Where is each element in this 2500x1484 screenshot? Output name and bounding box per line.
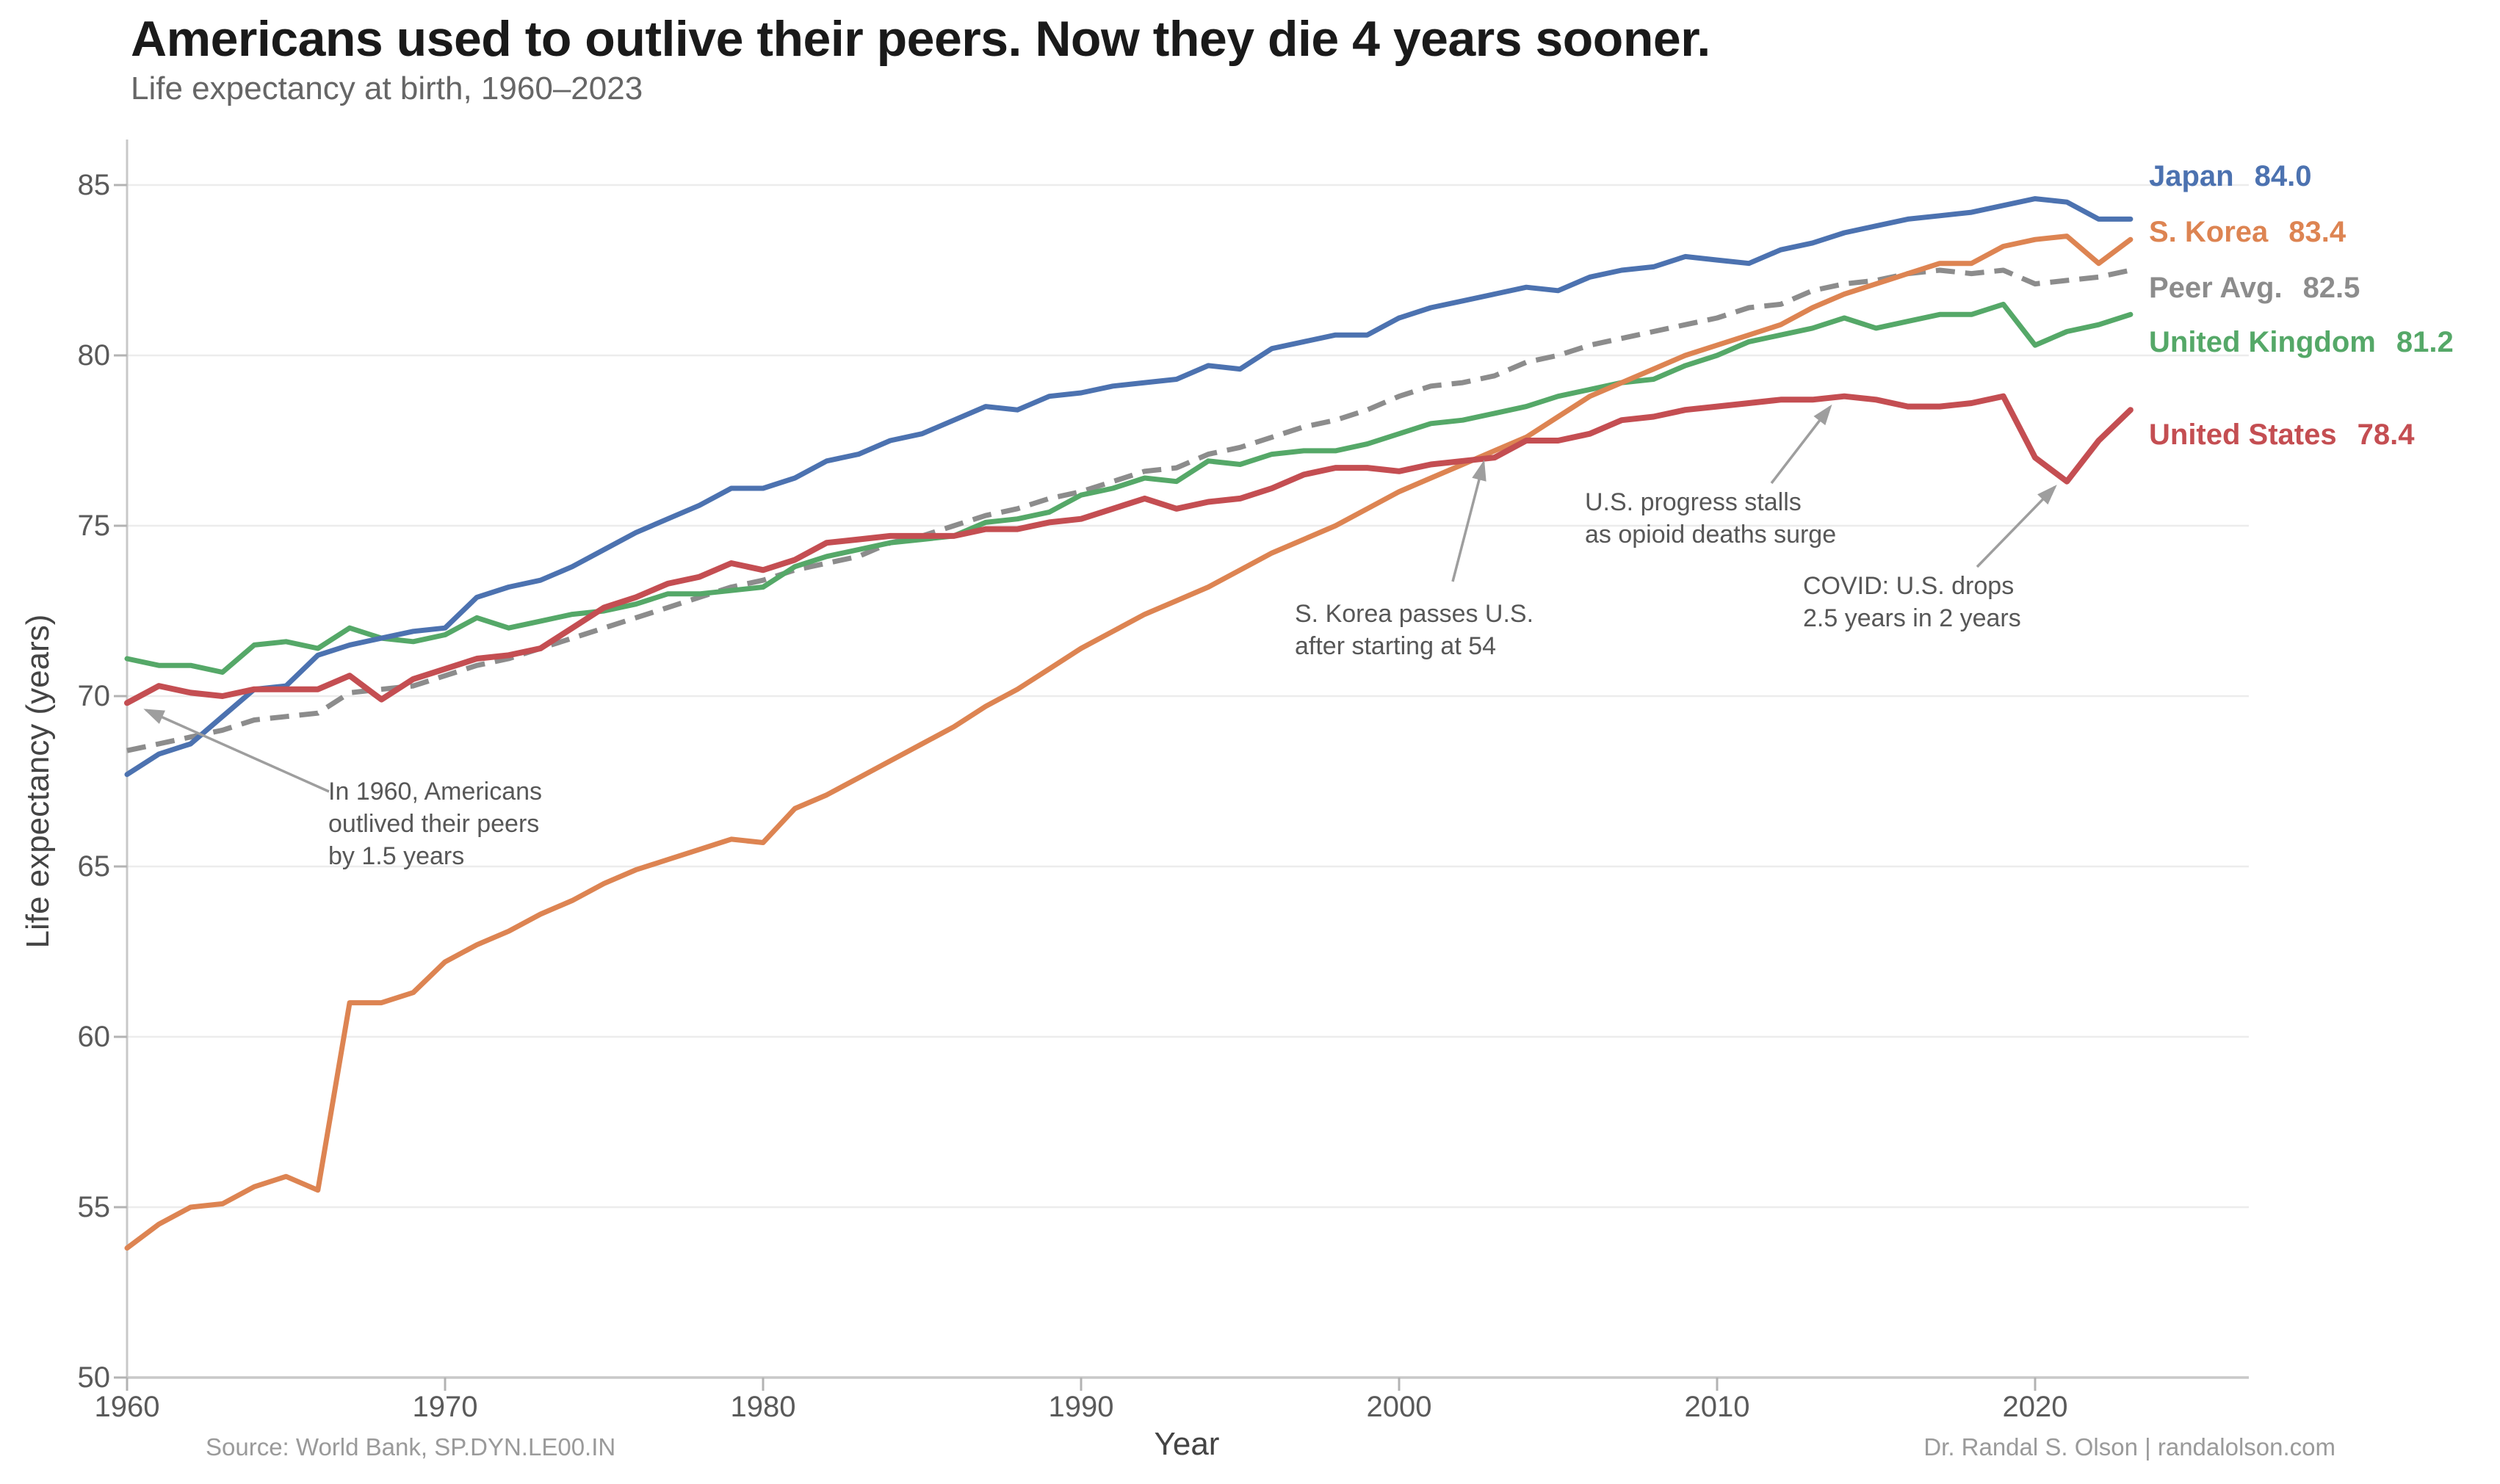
legend-item-japan: Japan 84.0	[2149, 160, 2311, 193]
x-tick-2000: 2000	[1366, 1391, 1432, 1423]
legend-label-japan: Japan	[2149, 160, 2234, 192]
arrow-opioid-stall	[1770, 404, 1832, 485]
x-tick-2010: 2010	[1684, 1391, 1750, 1423]
series-line-peer-avg-	[126, 267, 2131, 753]
legend-label-s-korea: S. Korea	[2149, 216, 2269, 248]
x-tick-2020: 2020	[2002, 1391, 2068, 1423]
series-line-united-states	[124, 393, 2134, 706]
arrow-1960-peers	[143, 709, 330, 793]
x-axis-label: Year	[1154, 1426, 1220, 1462]
y-tick-50: 50	[77, 1361, 111, 1394]
series-line-s-korea	[124, 234, 2134, 1251]
legend-label-united-kingdom: United Kingdom	[2149, 326, 2376, 358]
gridlines	[127, 184, 2249, 1209]
y-tick-80: 80	[77, 339, 111, 372]
legend-item-united-states: United States 78.4	[2149, 419, 2414, 452]
annotation-covid-line2: 2.5 years in 2 years	[1803, 604, 2021, 632]
arrow-covid-drop	[1976, 485, 2057, 568]
legend-value-united-kingdom: 81.2	[2396, 326, 2454, 358]
series-line-japan	[124, 196, 2134, 778]
annotation-covid-drop: COVID: U.S. drops 2.5 years in 2 years	[1803, 570, 2021, 634]
x-tick-1960: 1960	[94, 1391, 160, 1423]
series-line-united-kingdom	[124, 301, 2134, 675]
annotation-1960-line1: In 1960, Americans	[328, 778, 543, 806]
legend-value-japan: 84.0	[2254, 160, 2312, 192]
legend-value-s-korea: 83.4	[2288, 216, 2347, 248]
legend-label-peer-avg: Peer Avg.	[2149, 272, 2283, 304]
axis-spines	[126, 140, 2249, 1379]
x-tick-1980: 1980	[730, 1391, 796, 1423]
legend-label-united-states: United States	[2149, 419, 2337, 451]
y-tick-65: 65	[77, 850, 111, 883]
annotation-korea-line2: after starting at 54	[1295, 632, 1497, 660]
chart-subtitle: Life expectancy at birth, 1960–2023	[131, 70, 643, 106]
legend-item-peer-avg: Peer Avg. 82.5	[2149, 272, 2360, 305]
annotation-korea-passes: S. Korea passes U.S. after starting at 5…	[1295, 598, 1533, 662]
tick-marks	[114, 184, 2037, 1391]
y-tick-55: 55	[77, 1191, 111, 1223]
y-tick-85: 85	[77, 169, 111, 201]
annotation-opioid-line2: as opioid deaths surge	[1585, 521, 1837, 549]
legend-value-peer-avg: 82.5	[2302, 272, 2360, 304]
annotation-korea-line1: S. Korea passes U.S.	[1295, 600, 1534, 628]
author-credit: Dr. Randal S. Olson | randalolson.com	[1923, 1433, 2335, 1461]
source-note: Source: World Bank, SP.DYN.LE00.IN	[206, 1433, 616, 1461]
annotation-1960-line2: outlived their peers	[328, 810, 540, 838]
annotation-arrows	[143, 404, 2057, 793]
annotation-opioid-stall: U.S. progress stalls as opioid deaths su…	[1585, 486, 1836, 551]
legend-value-united-states: 78.4	[2357, 419, 2415, 451]
y-axis-label: Life expectancy (years)	[20, 614, 56, 949]
y-tick-70: 70	[77, 680, 111, 712]
y-tick-60: 60	[77, 1021, 111, 1053]
page-title: Americans used to outlive their peers. N…	[131, 11, 1710, 67]
y-tick-75: 75	[77, 510, 111, 542]
legend-item-united-kingdom: United Kingdom 81.2	[2149, 326, 2454, 359]
x-tick-1970: 1970	[412, 1391, 478, 1423]
annotation-covid-line1: COVID: U.S. drops	[1803, 572, 2015, 600]
x-tick-1990: 1990	[1048, 1391, 1114, 1423]
annotation-1960-peers: In 1960, Americans outlived their peers …	[328, 775, 542, 872]
annotation-1960-line3: by 1.5 years	[328, 842, 465, 870]
arrow-korea-passes	[1451, 460, 1486, 582]
annotation-opioid-line1: U.S. progress stalls	[1585, 488, 1802, 516]
legend-item-s-korea: S. Korea 83.4	[2149, 216, 2346, 249]
